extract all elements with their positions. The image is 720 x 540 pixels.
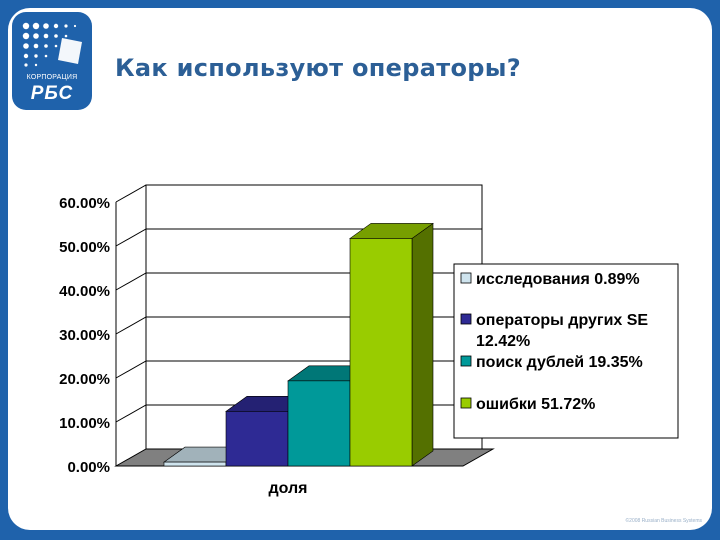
page-title: Как используют операторы? bbox=[115, 54, 521, 82]
legend-swatch bbox=[460, 397, 472, 409]
logo-dots-icon bbox=[22, 22, 82, 67]
y-tick-label: 20.00% bbox=[59, 371, 110, 388]
y-tick-label: 50.00% bbox=[59, 239, 110, 256]
y-tick-label: 0.00% bbox=[67, 459, 110, 476]
x-axis-category-label: доля bbox=[268, 480, 307, 497]
legend-swatch bbox=[460, 272, 472, 284]
legend-label: поиск дублей 19.35% bbox=[476, 354, 643, 371]
y-tick-label: 10.00% bbox=[59, 415, 110, 432]
bar bbox=[225, 411, 289, 467]
legend-swatch bbox=[460, 313, 472, 325]
company-logo: КОРПОРАЦИЯ РБС bbox=[12, 12, 92, 110]
legend-label: операторы других SE 12.42% bbox=[476, 312, 648, 350]
bar bbox=[287, 380, 351, 467]
footer-copyright: ©2008 Russian Business Systems bbox=[625, 518, 703, 524]
y-tick-label: 60.00% bbox=[59, 195, 110, 212]
gridline bbox=[115, 184, 482, 203]
logo-brand-text: РБС bbox=[30, 83, 74, 104]
y-tick-label: 30.00% bbox=[59, 327, 110, 344]
legend-label: исследования 0.89% bbox=[476, 271, 640, 288]
logo-small-text: КОРПОРАЦИЯ bbox=[26, 74, 78, 81]
legend-box bbox=[453, 263, 679, 439]
bar bbox=[349, 238, 413, 467]
bar-side bbox=[411, 222, 434, 467]
legend-swatch bbox=[460, 355, 472, 367]
bar bbox=[163, 461, 227, 467]
legend-label: ошибки 51.72% bbox=[476, 396, 595, 413]
y-tick-label: 40.00% bbox=[59, 283, 110, 300]
